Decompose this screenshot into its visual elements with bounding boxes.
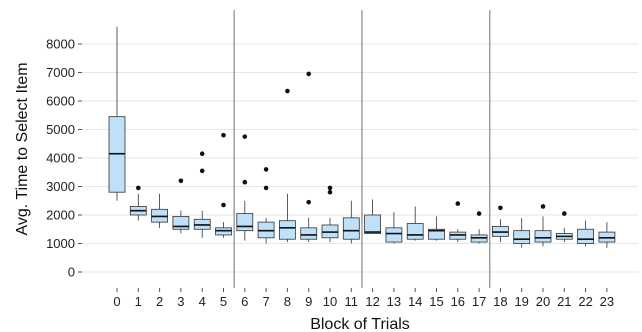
outlier-point	[540, 204, 546, 209]
y-tick-label: 1000	[46, 236, 75, 251]
outlier-point	[178, 178, 184, 184]
outlier-point	[242, 134, 248, 139]
y-axis-title: Avg. Time to Select Item	[14, 62, 31, 235]
outlier-point	[285, 88, 290, 94]
x-tick-label: 21	[557, 294, 571, 309]
x-tick-label: 20	[536, 294, 550, 309]
y-tick-label: 4000	[46, 151, 75, 166]
y-tick-label: 3000	[46, 179, 75, 194]
outlier-point	[476, 211, 482, 216]
x-tick-label: 22	[578, 294, 592, 309]
outlier-point	[498, 205, 503, 211]
box-10	[321, 185, 339, 243]
outlier-point	[221, 202, 226, 208]
box-13	[385, 212, 403, 244]
box-iqr	[385, 227, 403, 243]
box-15	[428, 216, 445, 241]
x-tick-label: 12	[365, 294, 379, 309]
outlier-point	[306, 199, 312, 205]
box-23	[598, 222, 616, 248]
box-14	[406, 206, 424, 241]
box-18	[491, 205, 509, 243]
x-tick-label: 11	[345, 294, 359, 309]
x-tick-label: 0	[113, 294, 120, 309]
box-iqr	[236, 213, 254, 232]
x-tick-label: 14	[408, 294, 422, 309]
x-tick-label: 7	[262, 294, 269, 309]
box-20	[534, 204, 552, 247]
x-tick-label: 23	[600, 294, 614, 309]
box-9	[300, 71, 318, 243]
outlier-point	[221, 132, 226, 138]
outlier-point	[242, 179, 248, 185]
x-tick-label: 19	[514, 294, 528, 309]
x-tick-label: 17	[472, 294, 486, 309]
y-axis-ticks: 0 1000 2000 3000 4000 5000 6000 7000 8000	[46, 37, 82, 280]
box-iqr	[513, 230, 531, 244]
box-11	[342, 200, 360, 244]
x-tick-label: 1	[135, 294, 142, 309]
y-tick-label: 5000	[46, 122, 75, 137]
outlier-point	[136, 185, 141, 191]
box-1	[129, 185, 147, 221]
box-6	[236, 134, 254, 241]
x-tick-label: 8	[284, 294, 291, 309]
y-tick-label: 0	[68, 265, 75, 280]
box-0	[108, 26, 126, 201]
x-tick-label: 10	[323, 294, 337, 309]
y-tick-label: 7000	[46, 65, 75, 80]
box-iqr	[300, 227, 318, 240]
box-8	[278, 88, 296, 243]
box-7	[257, 167, 275, 244]
box-iqr	[534, 230, 552, 243]
box-iqr	[406, 223, 424, 240]
grid-lines	[82, 43, 638, 273]
box-21	[555, 211, 573, 243]
x-tick-label: 18	[493, 294, 507, 309]
outlier-point	[562, 211, 567, 216]
outlier-point	[263, 167, 269, 172]
x-tick-label: 6	[241, 294, 248, 309]
box-iqr	[278, 220, 296, 240]
x-tick-label: 9	[305, 294, 312, 309]
box-iqr	[342, 217, 360, 240]
y-tick-label: 6000	[46, 94, 75, 109]
box-2	[151, 193, 169, 228]
box-series	[108, 26, 616, 248]
outlier-point	[199, 151, 205, 157]
x-tick-label: 2	[156, 294, 163, 309]
x-tick-label: 16	[451, 294, 465, 309]
plot-panel	[82, 10, 638, 288]
outlier-point	[306, 71, 312, 77]
outlier-point	[199, 168, 205, 174]
x-tick-label: 13	[387, 294, 401, 309]
y-tick-label: 2000	[46, 208, 75, 223]
outlier-point	[455, 201, 461, 206]
box-3	[172, 178, 190, 234]
box-16	[449, 201, 467, 243]
box-12	[364, 199, 382, 234]
box-iqr	[428, 228, 445, 240]
outlier-point	[327, 189, 333, 195]
x-tick-label: 5	[220, 294, 227, 309]
x-axis-ticks: 0 1 2 3 4 5 6 7 8 9 10 11 12 13 14 15 16 17 18 19 20 21 22 23	[113, 288, 614, 309]
outlier-point	[327, 185, 333, 191]
box-19	[513, 217, 531, 248]
box-iqr	[577, 228, 594, 244]
box-4	[193, 151, 211, 238]
box-22	[577, 220, 594, 247]
box-iqr	[364, 214, 382, 234]
box-17	[470, 211, 488, 244]
y-tick-label: 8000	[46, 37, 75, 52]
box-5	[215, 132, 232, 238]
x-tick-label: 4	[199, 294, 206, 309]
outlier-point	[263, 185, 269, 191]
x-tick-label: 15	[429, 294, 443, 309]
box-iqr	[172, 216, 190, 230]
x-tick-label: 3	[177, 294, 184, 309]
x-axis-title: Block of Trials	[310, 316, 410, 332]
block-separators	[233, 10, 491, 288]
